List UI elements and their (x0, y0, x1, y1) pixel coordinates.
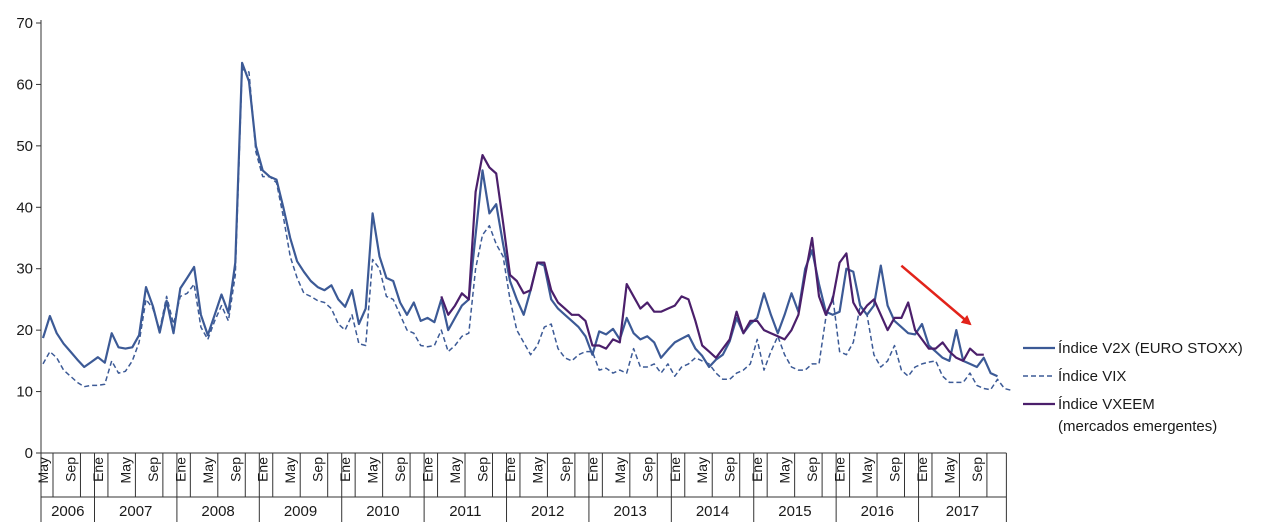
y-tick-label: 0 (25, 445, 33, 462)
month-label: May (282, 457, 298, 483)
series-layer (41, 61, 1012, 392)
legend-label-0: Índice V2X (EURO STOXX) (1058, 340, 1243, 357)
legend: Índice V2X (EURO STOXX) Índice VIX Índice … (1023, 340, 1243, 435)
month-label: May (694, 457, 710, 483)
month-label: Sep (392, 457, 408, 482)
month-label: Ene (502, 457, 518, 482)
month-label: Sep (310, 457, 326, 482)
y-tick-label: 60 (16, 76, 33, 93)
month-label: Sep (557, 457, 573, 482)
year-label: 2014 (696, 503, 729, 520)
y-tick-label: 50 (16, 138, 33, 155)
month-label: May (447, 457, 463, 483)
x-axis: 2006 2007 2008 2009 2010 2011 2012 2013 2014 2015… (35, 452, 1007, 522)
year-label: 2017 (946, 503, 979, 520)
month-label: Ene (337, 457, 353, 482)
month-label: Ene (172, 457, 188, 482)
month-label: Sep (887, 457, 903, 482)
month-label: May (612, 457, 628, 483)
year-label: 2008 (201, 503, 234, 520)
month-label: Ene (749, 457, 765, 482)
month-label: Sep (804, 457, 820, 482)
y-tick-label: 30 (16, 261, 33, 278)
month-label: May (941, 457, 957, 483)
month-label: Ene (832, 457, 848, 482)
month-label: May (777, 457, 793, 483)
month-label: Ene (90, 457, 106, 482)
month-label: Sep (227, 457, 243, 482)
month-label: Ene (914, 457, 930, 482)
annotation-layer (900, 264, 972, 326)
series-line-2 (440, 154, 984, 362)
month-label: May (35, 457, 51, 483)
month-label: May (365, 457, 381, 483)
trend-arrow (900, 264, 972, 326)
month-label: Sep (474, 457, 490, 482)
year-label: 2012 (531, 503, 564, 520)
month-label: Sep (722, 457, 738, 482)
month-label: Ene (584, 457, 600, 482)
year-label: 2011 (449, 503, 481, 520)
y-tick-label: 70 (16, 15, 33, 32)
month-label: Sep (969, 457, 985, 482)
legend-label-2-line2: (mercados emergentes) (1058, 418, 1217, 435)
year-label: 2007 (119, 503, 152, 520)
month-label: Ene (420, 457, 436, 482)
y-tick-label: 20 (16, 322, 33, 339)
month-label: May (859, 457, 875, 483)
series-line-0 (41, 61, 998, 378)
month-label: May (529, 457, 545, 483)
year-label: 2016 (861, 503, 894, 520)
month-label: Sep (145, 457, 161, 482)
month-label: May (200, 457, 216, 483)
month-label: Ene (255, 457, 271, 482)
y-tick-label: 10 (16, 384, 33, 401)
year-label: 2006 (51, 503, 84, 520)
month-label: Sep (639, 457, 655, 482)
month-label: May (117, 457, 133, 483)
legend-label-2: Índice VXEEM (1058, 396, 1155, 413)
y-tick-label: 40 (16, 199, 33, 216)
y-axis: 0 10 20 30 40 50 60 70 (16, 15, 42, 462)
month-label: Sep (62, 457, 78, 482)
month-label: Ene (667, 457, 683, 482)
year-label: 2013 (613, 503, 646, 520)
year-label: 2009 (284, 503, 317, 520)
legend-label-1: Índice VIX (1058, 368, 1126, 385)
series-line-1 (42, 68, 1012, 392)
year-label: 2015 (778, 503, 811, 520)
year-label: 2010 (366, 503, 399, 520)
